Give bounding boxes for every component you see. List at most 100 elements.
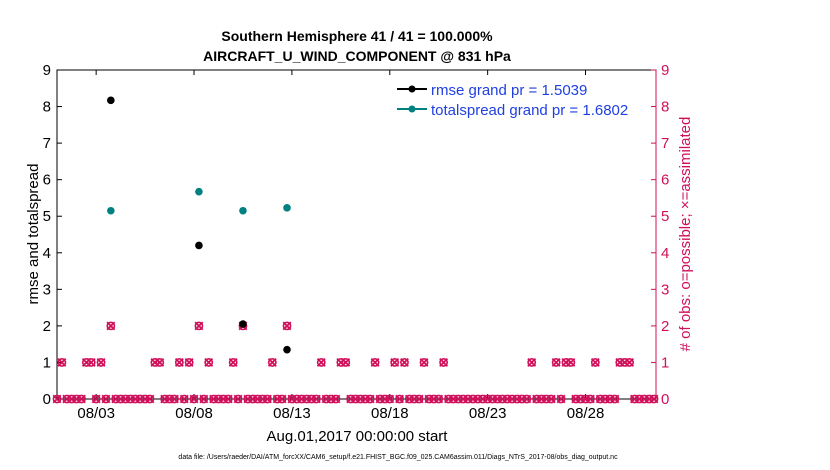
- obs-possible-marker: [267, 358, 277, 367]
- obs-possible-marker: [223, 394, 233, 404]
- obs-possible-marker: [214, 394, 223, 404]
- obs-assimilated-marker: [77, 394, 86, 404]
- obs-possible-marker: [282, 321, 292, 331]
- obs-possible-marker: [404, 394, 414, 404]
- obs-assimilated-marker: [228, 358, 238, 367]
- obs-possible-marker: [561, 358, 571, 367]
- obs-possible-marker: [590, 358, 600, 367]
- y-tick-label-left: 8: [43, 99, 51, 116]
- obs-assimilated-marker: [400, 358, 409, 367]
- obs-possible-marker: [639, 394, 649, 404]
- obs-possible-marker: [243, 394, 253, 404]
- obs-possible-marker: [644, 394, 654, 404]
- y-tick-label-right: 7: [661, 135, 669, 152]
- x-tick-label: 08/18: [371, 405, 409, 422]
- obs-assimilated-marker: [96, 358, 106, 367]
- y-tick-label-left: 3: [43, 281, 51, 298]
- obs-assimilated-marker: [385, 394, 395, 404]
- obs-possible-marker: [566, 358, 576, 367]
- obs-possible-marker: [434, 394, 444, 404]
- obs-possible-marker: [311, 394, 321, 404]
- obs-possible-marker: [91, 394, 101, 404]
- obs-assimilated-marker: [556, 394, 566, 404]
- y-tick-label-right: 9: [661, 62, 669, 79]
- y-tick-label-right: 6: [661, 172, 669, 189]
- obs-possible-marker: [272, 394, 282, 404]
- rmse-point: [195, 241, 203, 250]
- obs-possible-marker: [414, 394, 424, 404]
- obs-assimilated-marker: [390, 358, 400, 367]
- obs-possible-marker: [155, 358, 165, 367]
- obs-possible-marker: [605, 394, 615, 404]
- y-tick-label-left: 9: [43, 62, 51, 79]
- obs-possible-marker: [179, 394, 189, 404]
- obs-possible-marker: [507, 394, 517, 404]
- obs-assimilated-marker: [419, 358, 429, 367]
- totalspread-point: [195, 187, 203, 196]
- x-axis: 08/03 08/08 08/13 08/18 08/23 08/28: [77, 70, 604, 422]
- obs-possible-marker: [356, 394, 365, 404]
- obs-possible-marker: [375, 394, 385, 404]
- obs-assimilated-marker: [199, 394, 209, 404]
- obs-assimilated-marker: [331, 394, 341, 404]
- obs-assimilated-marker: [527, 358, 537, 367]
- obs-possible-marker: [321, 394, 331, 404]
- obs-assimilated-marker: [57, 358, 67, 367]
- x-tick-label: 08/08: [175, 405, 213, 422]
- x-tick-label: 08/03: [77, 405, 115, 422]
- obs-possible-marker: [630, 394, 639, 404]
- obs-assimilated-marker: [145, 394, 155, 404]
- obs-assimilated-marker: [233, 394, 243, 404]
- rmse-point: [239, 320, 247, 328]
- obs-assimilated-marker: [174, 358, 184, 367]
- obs-assimilated-marker: [223, 394, 233, 404]
- obs-possible-marker: [101, 394, 111, 404]
- obs-possible-marker: [497, 394, 507, 404]
- obs-possible-marker: [302, 394, 311, 404]
- totalspread-point: [107, 206, 115, 215]
- obs-assimilated-marker: [590, 358, 600, 367]
- obs-possible-marker: [493, 394, 502, 404]
- obs-possible-marker: [248, 394, 258, 404]
- obs-possible-marker: [478, 394, 488, 404]
- obs-possible-marker: [546, 394, 556, 404]
- obs-possible-marker: [57, 358, 67, 367]
- obs-possible-marker: [576, 394, 586, 404]
- obs-assimilated-marker: [585, 394, 595, 404]
- obs-possible-marker: [458, 394, 468, 404]
- obs-possible-marker: [444, 394, 453, 404]
- obs-possible-marker: [228, 358, 238, 367]
- obs-assimilated-marker: [434, 394, 444, 404]
- y-tick-label-left: 2: [43, 318, 51, 335]
- obs-possible-marker: [571, 394, 581, 404]
- obs-possible-marker: [610, 394, 620, 404]
- obs-possible-marker: [204, 358, 214, 367]
- obs-possible-marker: [96, 358, 106, 367]
- obs-possible-marker: [170, 394, 179, 404]
- y-tick-label-right: 1: [661, 354, 669, 371]
- obs-possible-marker: [370, 358, 380, 367]
- obs-assimilated-marker: [522, 394, 532, 404]
- obs-possible-marker: [233, 394, 243, 404]
- obs-assimilated-marker: [204, 358, 214, 367]
- obs-assimilated-marker: [546, 394, 556, 404]
- obs-assimilated-marker: [282, 321, 292, 331]
- obs-assimilated-marker: [170, 394, 179, 404]
- obs-assimilated-marker: [179, 394, 189, 404]
- obs-possible-marker: [253, 394, 263, 404]
- y-tick-label-left: 4: [43, 245, 51, 262]
- obs-possible-marker: [140, 394, 150, 404]
- obs-possible-marker: [218, 394, 228, 404]
- obs-possible-marker: [595, 394, 605, 404]
- obs-possible-marker: [111, 394, 121, 404]
- y-tick-label-left: 0: [43, 391, 51, 408]
- chart-title-line2: AIRCRAFT_U_WIND_COMPONENT @ 831 hPa: [203, 48, 511, 64]
- obs-possible-marker: [483, 394, 493, 404]
- obs-assimilated-marker: [106, 321, 116, 331]
- obs-possible-marker: [360, 394, 370, 404]
- metric-series: [107, 96, 291, 354]
- obs-possible-marker: [165, 394, 174, 404]
- totalspread-point: [239, 206, 247, 215]
- obs-possible-marker: [160, 394, 170, 404]
- obs-possible-marker: [351, 394, 360, 404]
